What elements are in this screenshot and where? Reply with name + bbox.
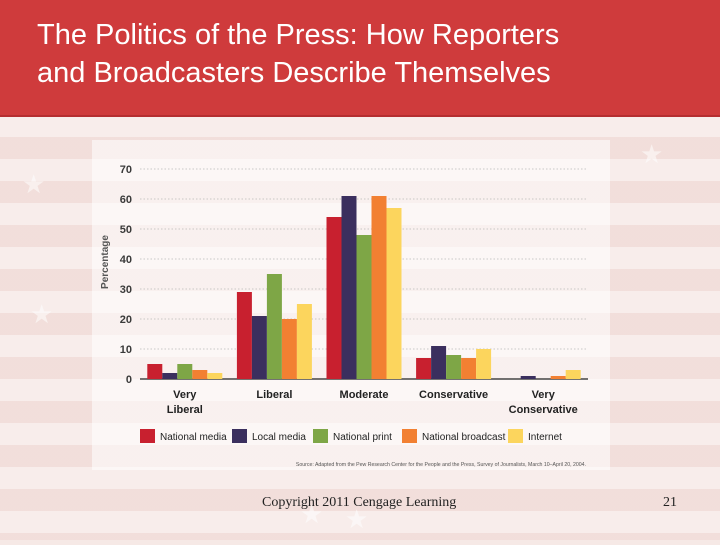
bar bbox=[416, 358, 432, 379]
bar bbox=[207, 373, 223, 379]
y-tick-label: 70 bbox=[120, 164, 132, 176]
bar bbox=[326, 217, 342, 379]
x-tick-label: Conservative bbox=[509, 404, 578, 416]
slide-title-line2: and Broadcasters Describe Themselves bbox=[37, 57, 551, 89]
bar bbox=[371, 196, 387, 379]
legend-label: National broadcast bbox=[422, 432, 506, 443]
title-bar: The Politics of the Press: How Reporters… bbox=[0, 0, 720, 117]
page-number: 21 bbox=[663, 495, 677, 510]
source-note: Source: Adapted from the Pew Research Ce… bbox=[296, 462, 586, 468]
background-star-icon: ★ bbox=[345, 505, 369, 535]
bar bbox=[251, 316, 267, 379]
bar bbox=[296, 304, 312, 379]
x-tick-label: Conservative bbox=[419, 389, 488, 401]
bar bbox=[476, 349, 492, 379]
bar bbox=[461, 358, 477, 379]
slide-title: The Politics of the Press: How Reporters… bbox=[37, 16, 697, 92]
y-tick-label: 30 bbox=[120, 284, 132, 296]
background-star-icon: ★ bbox=[300, 500, 324, 530]
x-tick-label: Liberal bbox=[256, 389, 292, 401]
legend-label: National media bbox=[160, 432, 227, 443]
background-star-icon: ★ bbox=[30, 300, 54, 330]
x-tick-label: Very bbox=[532, 389, 556, 401]
bar bbox=[162, 373, 178, 379]
bar bbox=[177, 364, 193, 379]
x-tick-label: Very bbox=[173, 389, 197, 401]
copyright-text: Copyright 2011 Cengage Learning bbox=[262, 495, 457, 510]
y-tick-label: 60 bbox=[120, 194, 132, 206]
x-tick-label: Moderate bbox=[340, 389, 389, 401]
legend-label: Local media bbox=[252, 432, 306, 443]
bar bbox=[341, 196, 357, 379]
bar bbox=[356, 235, 372, 379]
bar bbox=[192, 370, 208, 379]
background-star-icon: ★ bbox=[640, 140, 664, 170]
x-tick-label: Liberal bbox=[167, 404, 203, 416]
bar bbox=[446, 355, 462, 379]
legend-label: Internet bbox=[528, 432, 562, 443]
bar bbox=[520, 376, 536, 379]
bar bbox=[386, 208, 402, 379]
y-tick-label: 40 bbox=[120, 254, 132, 266]
legend-swatch bbox=[140, 429, 155, 443]
y-tick-label: 50 bbox=[120, 224, 132, 236]
y-tick-label: 10 bbox=[120, 344, 132, 356]
legend-swatch bbox=[402, 429, 417, 443]
y-tick-label: 0 bbox=[126, 374, 132, 386]
bar bbox=[236, 292, 252, 379]
bar bbox=[147, 364, 163, 379]
y-tick-label: 20 bbox=[120, 314, 132, 326]
legend-swatch bbox=[313, 429, 328, 443]
bar bbox=[266, 274, 282, 379]
legend-label: National print bbox=[333, 432, 392, 443]
bar bbox=[431, 346, 447, 379]
legend-swatch bbox=[508, 429, 523, 443]
bar bbox=[550, 376, 566, 379]
legend-swatch bbox=[232, 429, 247, 443]
bar bbox=[281, 319, 297, 379]
bar bbox=[565, 370, 581, 379]
background-star-icon: ★ bbox=[22, 170, 46, 200]
y-axis-label: Percentage bbox=[100, 235, 111, 289]
slide-title-line1: The Politics of the Press: How Reporters bbox=[37, 19, 560, 51]
